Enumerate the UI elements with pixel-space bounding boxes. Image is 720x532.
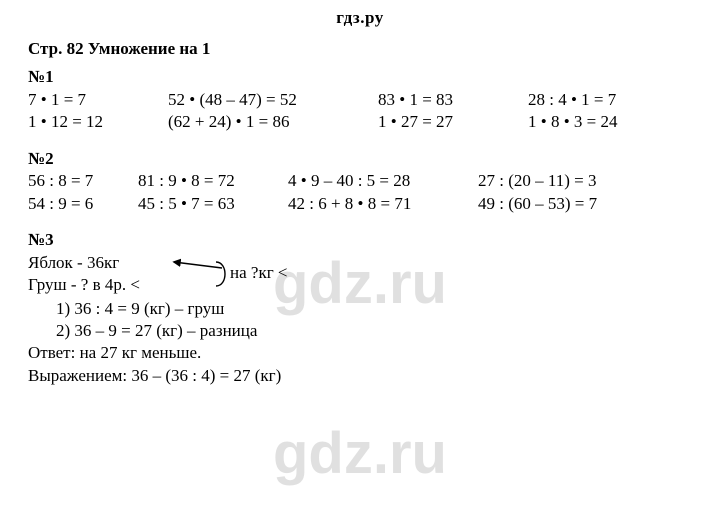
p3-line2: Груш - ? в 4р. <	[28, 274, 140, 296]
watermark: gdz.ru	[273, 420, 447, 487]
expr: 1 • 8 • 3 = 24	[528, 111, 618, 133]
site-header: гдз.ру	[0, 0, 720, 38]
expr: 54 : 9 = 6	[28, 193, 138, 215]
expr: 4 • 9 – 40 : 5 = 28	[288, 170, 478, 192]
p3-given: Яблок - 36кг Груш - ? в 4р. < на ?кг <	[28, 252, 692, 298]
expr: 28 : 4 • 1 = 7	[528, 89, 616, 111]
expr: 81 : 9 • 8 = 72	[138, 170, 288, 192]
p3-line1: Яблок - 36кг	[28, 252, 119, 274]
page-content: Стр. 82 Умножение на 1 №1 7 • 1 = 7 52 •…	[0, 38, 720, 387]
p1-row1: 7 • 1 = 7 52 • (48 – 47) = 52 83 • 1 = 8…	[28, 89, 692, 111]
p3-annotation: на ?кг <	[230, 262, 288, 284]
problem-3-label: №3	[28, 229, 692, 251]
page-title: Стр. 82 Умножение на 1	[28, 38, 692, 60]
p3-step1: 1) 36 : 4 = 9 (кг) – груш	[28, 298, 692, 320]
expr: 83 • 1 = 83	[378, 89, 528, 111]
p1-row2: 1 • 12 = 12 (62 + 24) • 1 = 86 1 • 27 = …	[28, 111, 692, 133]
expr: 56 : 8 = 7	[28, 170, 138, 192]
expr: 7 • 1 = 7	[28, 89, 168, 111]
expr: (62 + 24) • 1 = 86	[168, 111, 378, 133]
problem-2-label: №2	[28, 148, 692, 170]
p3-expression: Выражением: 36 – (36 : 4) = 27 (кг)	[28, 365, 692, 387]
expr: 42 : 6 + 8 • 8 = 71	[288, 193, 478, 215]
expr: 27 : (20 – 11) = 3	[478, 170, 597, 192]
expr: 52 • (48 – 47) = 52	[168, 89, 378, 111]
expr: 45 : 5 • 7 = 63	[138, 193, 288, 215]
expr: 1 • 12 = 12	[28, 111, 168, 133]
p3-answer: Ответ: на 27 кг меньше.	[28, 342, 692, 364]
expr: 49 : (60 – 53) = 7	[478, 193, 597, 215]
problem-1-label: №1	[28, 66, 692, 88]
p2-row2: 54 : 9 = 6 45 : 5 • 7 = 63 42 : 6 + 8 • …	[28, 193, 692, 215]
p3-step2: 2) 36 – 9 = 27 (кг) – разница	[28, 320, 692, 342]
expr: 1 • 27 = 27	[378, 111, 528, 133]
p2-row1: 56 : 8 = 7 81 : 9 • 8 = 72 4 • 9 – 40 : …	[28, 170, 692, 192]
